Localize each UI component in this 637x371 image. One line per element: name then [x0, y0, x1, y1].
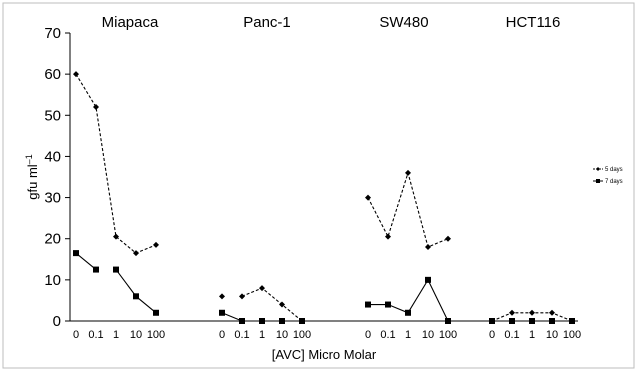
y-tick-label: 30 — [44, 190, 61, 207]
x-tick-label: 0 — [219, 329, 225, 341]
data-point-diamond — [153, 241, 159, 248]
x-tick-label: 10 — [422, 329, 434, 341]
panel-title: HCT116 — [506, 14, 561, 31]
data-point-square — [279, 318, 285, 324]
panel-title: Miapaca — [102, 14, 159, 31]
data-point-diamond — [219, 293, 225, 300]
data-point-diamond — [425, 243, 431, 250]
series-layer — [73, 71, 575, 324]
series-line — [75, 73, 157, 254]
data-point-square — [93, 266, 99, 273]
x-tick-label: 1 — [529, 329, 535, 341]
y-tick-label: 0 — [53, 313, 61, 330]
y-tick-label: 10 — [44, 272, 61, 289]
x-tick-label: 100 — [563, 329, 581, 341]
x-tick-label: 1 — [259, 329, 265, 341]
legend-marker-diamond — [596, 167, 600, 171]
x-tick-label: 0 — [73, 329, 79, 341]
data-point-diamond — [385, 233, 391, 240]
data-point-square — [549, 318, 555, 324]
y-tick-label: 20 — [44, 231, 61, 248]
y-tick-label: 70 — [44, 25, 61, 42]
series-line — [241, 287, 303, 322]
data-point-square — [299, 318, 305, 324]
data-point-diamond — [549, 309, 555, 316]
series-line — [75, 252, 97, 270]
data-point-square — [445, 318, 451, 324]
data-point-diamond — [279, 301, 285, 308]
x-tick-label: 0.1 — [234, 329, 249, 341]
data-point-square — [569, 318, 575, 324]
data-point-square — [153, 309, 159, 316]
x-tick-label: 0.1 — [504, 329, 519, 341]
panel-title: Panc-1 — [243, 14, 291, 31]
y-tick-label: 50 — [44, 107, 61, 124]
panel-title: SW480 — [379, 14, 428, 31]
data-point-square — [529, 318, 535, 324]
legend-marker-square — [596, 179, 600, 183]
y-tick-label: 40 — [44, 148, 61, 165]
data-point-square — [489, 318, 495, 324]
data-point-diamond — [445, 235, 451, 242]
x-tick-label: 100 — [293, 329, 311, 341]
y-tick-label: 60 — [44, 66, 61, 83]
data-point-diamond — [113, 233, 119, 240]
data-point-diamond — [93, 104, 99, 111]
x-tick-label: 100 — [147, 329, 165, 341]
x-tick-label: 0 — [489, 329, 495, 341]
data-point-square — [219, 309, 225, 316]
data-point-diamond — [239, 293, 245, 300]
x-tick-label: 10 — [276, 329, 288, 341]
x-tick-label: 10 — [130, 329, 142, 341]
y-axis-label-superscript: –1 — [24, 154, 34, 164]
data-point-diamond — [73, 71, 79, 78]
x-tick-label: 1 — [405, 329, 411, 341]
data-point-square — [133, 293, 139, 300]
x-tick-label: 0.1 — [380, 329, 395, 341]
x-tick-label: 0.1 — [88, 329, 103, 341]
x-tick-label: 100 — [439, 329, 457, 341]
data-point-diamond — [365, 194, 371, 201]
data-point-square — [425, 276, 431, 283]
x-tick-label: 0 — [365, 329, 371, 341]
data-point-square — [113, 266, 119, 273]
data-point-square — [259, 318, 265, 324]
data-point-diamond — [405, 169, 411, 176]
data-point-square — [239, 318, 245, 324]
legend-label: 7 days — [605, 179, 623, 185]
data-point-square — [365, 301, 371, 308]
legend-label: 5 days — [605, 167, 623, 173]
data-point-square — [405, 309, 411, 316]
data-point-diamond — [259, 285, 265, 292]
x-tick-label: 10 — [546, 329, 558, 341]
data-point-diamond — [529, 309, 535, 316]
data-point-square — [509, 318, 515, 324]
data-point-diamond — [133, 250, 139, 257]
data-point-diamond — [509, 309, 515, 316]
x-tick-label: 1 — [113, 329, 119, 341]
data-point-square — [385, 301, 391, 308]
y-axis-label-base: gfu ml — [25, 164, 40, 200]
y-axis-label: gfu ml–1 — [24, 154, 40, 199]
data-point-square — [73, 250, 79, 257]
x-axis-label: [AVC] Micro Molar — [272, 347, 377, 362]
legend: 5 days 7 days — [593, 167, 623, 185]
